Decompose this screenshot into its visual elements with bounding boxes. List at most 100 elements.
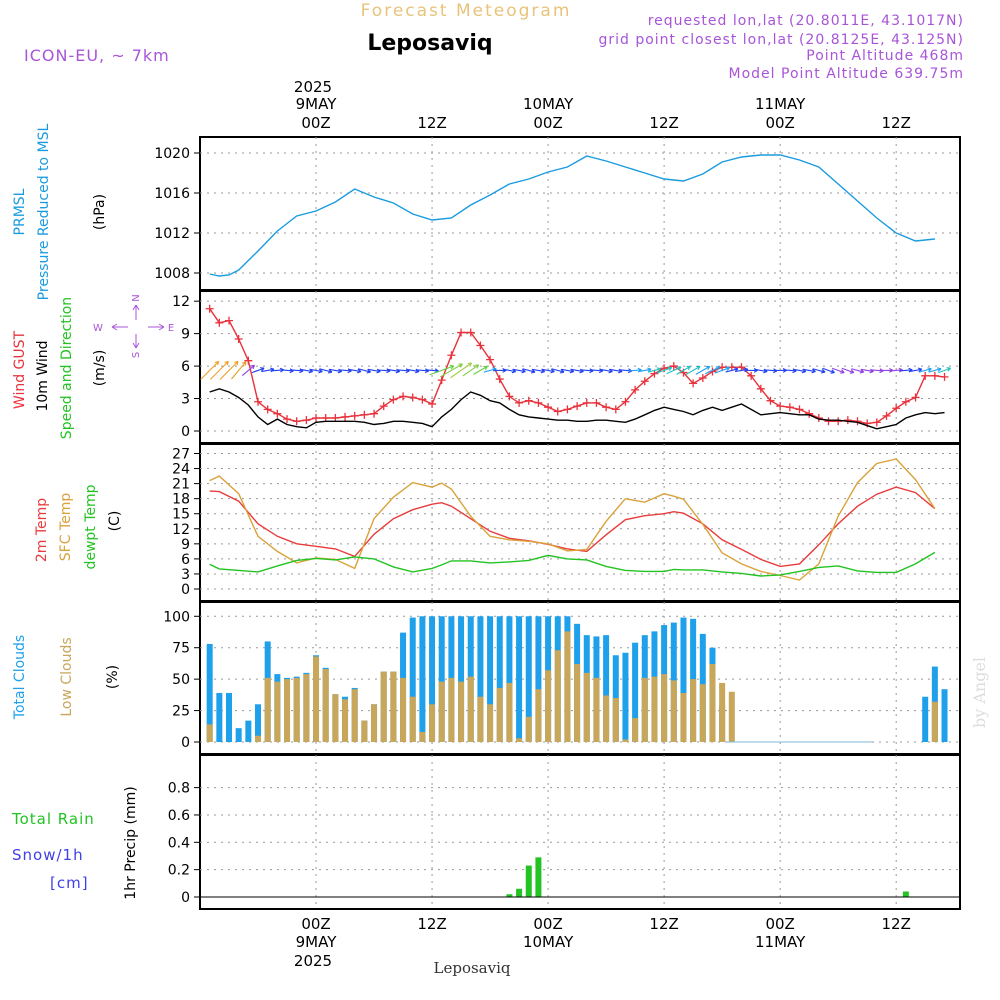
ylabel-hpa: (hPa) [92,194,108,230]
wind-arrow [551,368,565,373]
clouds-bar-low-clouds [931,701,938,742]
ylabel-cm: [cm] [50,874,89,892]
gust-marker [457,328,466,337]
wind-arrow [793,368,806,373]
clouds-bar-low-clouds [390,671,397,742]
clouds-bar-low-clouds [583,672,590,742]
clouds-bar-low-clouds [554,650,561,742]
wind-arrow [209,360,229,380]
bottom-time-label: 12Z [417,915,446,933]
gust-marker [428,399,437,408]
clouds-bar-low-clouds [719,682,726,742]
wind-arrow [812,368,826,373]
pressure-ytick-label: 1012 [154,226,190,242]
wind-arrowhead [234,360,239,366]
wind-arrow [396,369,410,372]
clouds-bar-total-clouds [680,617,687,742]
credit-text: by Angel [970,657,989,728]
precip-ytick-label: 0 [181,890,190,906]
wind-arrow [299,368,313,373]
clouds-ytick-label: 100 [163,609,190,625]
bottom-time-label: 00Z [301,915,330,933]
ylabel-prmsl: PRMSL [12,188,28,235]
ylabel-percent: (%) [105,665,121,689]
wind-arrowhead [946,367,951,372]
wind-arrowhead [224,360,229,366]
temperature-ytick-label: 12 [172,522,190,538]
wind-arrow [251,367,265,374]
wind-arrowhead [937,367,942,372]
clouds-ytick-label: 50 [172,672,190,688]
wind-arrow [522,368,536,373]
wind-arrow [638,368,652,373]
temperature-ytick-label: 0 [181,582,190,598]
precip-bar-total-rain [535,857,542,897]
ylabel-precip-mm: 1hr Precip (mm) [123,786,139,899]
gust-marker [234,335,243,344]
wind-arrow [666,366,682,375]
wind-arrow [429,365,454,376]
gust-marker [505,392,514,401]
wind-arrowhead [467,362,473,367]
wind-arrow [512,368,526,373]
wind-arrow [685,365,701,375]
wind-arrow [822,367,835,374]
ylabel-ms: (m/s) [92,350,108,387]
ylabel-pressure-msl: Pressure Reduced to MSL [36,123,52,300]
wind-arrow [440,363,463,378]
gust-marker [534,398,543,407]
bottom-time-label: 12Z [881,915,910,933]
wind-arrow [802,368,816,373]
gust-marker [824,417,833,426]
clouds-bar-low-clouds [641,677,648,742]
clouds-bar-total-clouds [941,689,948,742]
gust-marker [698,373,707,382]
wind-arrow [889,369,903,372]
wind-arrow [704,366,720,375]
gust-marker [341,412,350,421]
wind-arrowhead [550,368,555,374]
ylabel-2m-temp: 2m Temp [34,498,50,562]
gust-marker [399,392,408,401]
wind-arrow [648,368,661,373]
clouds-bar-low-clouds [419,731,426,742]
gust-marker [940,372,949,381]
clouds-bar-low-clouds [680,692,687,742]
wind-arrow [231,361,247,380]
gust-marker [495,375,504,384]
clouds-bar-low-clouds [651,676,658,742]
wind-arrow [938,367,951,374]
clouds-bar-low-clouds [467,676,474,742]
wind-arrow [580,369,594,372]
ylabel-snow: Snow/1h [12,846,84,864]
model-altitude: Model Point Altitude 639.75m [729,66,964,82]
panel-pressure: 1008 1012 1016 1020 PRMSL Pressure Reduced to… [12,123,961,300]
gust-marker [882,411,891,420]
bottom-year: 2025 [294,952,332,970]
gust-marker [602,403,611,412]
gust-marker [370,409,379,418]
precip-ytick-label: 0.6 [168,808,190,824]
precip-bar-total-rain [902,891,909,897]
clouds-bar-total-clouds [235,728,242,742]
wind-arrow [473,365,488,375]
gust-marker [563,405,572,414]
wind-arrow [462,364,479,377]
clouds-bar-low-clouds [728,691,735,742]
temperature-ytick-label: 6 [181,552,190,568]
wind-arrowhead [927,367,932,372]
wind-arrowhead [667,366,673,372]
wind-arrow [561,368,574,373]
temperature-frame [199,443,961,602]
wind-arrow [241,364,255,376]
gust-marker [921,371,930,380]
clouds-bar-low-clouds [448,677,455,742]
gust-marker [766,396,775,405]
point-altitude: Point Altitude 468m [806,48,964,64]
wind-arrowhead [811,368,816,374]
top-time-label: 00Z [533,114,562,132]
clouds-bar-total-clouds [516,616,523,742]
gust-marker [273,409,282,418]
